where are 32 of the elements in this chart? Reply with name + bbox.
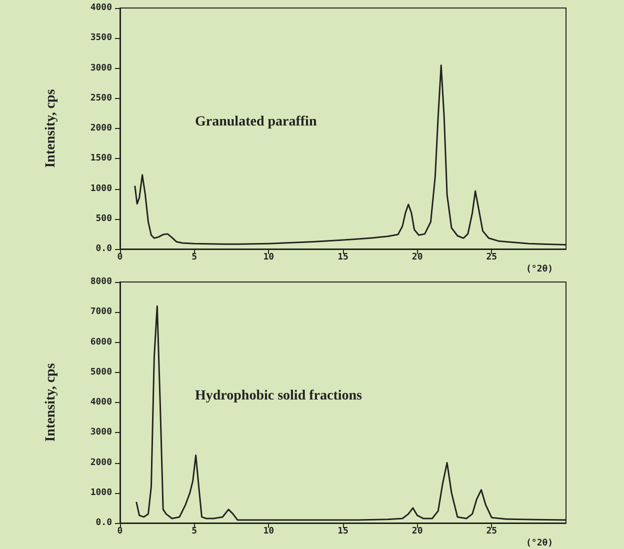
x-tick-label: 25 bbox=[486, 526, 498, 536]
y-tick-label: 0.0 bbox=[96, 244, 112, 254]
y-axis-title: Intensity, cps bbox=[44, 362, 58, 442]
y-tick-label: 1000 bbox=[90, 488, 112, 498]
x-tick-label: 15 bbox=[338, 252, 348, 262]
x-tick-label: 15 bbox=[338, 526, 348, 536]
x-tick-label: 10 bbox=[263, 526, 274, 536]
y-tick-label: 500 bbox=[96, 214, 112, 224]
y-tick-label: 6000 bbox=[90, 337, 112, 348]
y-tick-label: 4000 bbox=[90, 398, 112, 408]
y-tick-label: 8000 bbox=[90, 277, 112, 287]
x-tick-label: 20 bbox=[412, 252, 423, 262]
x-tick-label: 25 bbox=[486, 252, 498, 262]
y-tick-label: 3000 bbox=[90, 428, 112, 438]
y-tick-label: 2500 bbox=[90, 93, 112, 104]
y-tick-label: 1500 bbox=[90, 154, 112, 164]
y-tick-label: 2000 bbox=[90, 124, 112, 134]
y-tick-label: 5000 bbox=[90, 367, 112, 378]
y-tick-label: 3500 bbox=[90, 33, 112, 44]
annotation: Granulated paraffin bbox=[195, 114, 317, 130]
y-tick-label: 1000 bbox=[90, 184, 112, 194]
x-tick-label: 10 bbox=[263, 252, 274, 262]
x-axis-title: (°2θ) bbox=[526, 538, 554, 548]
y-tick-label: 0.0 bbox=[96, 518, 112, 528]
y-tick-label: 4000 bbox=[90, 3, 112, 13]
y-tick-label: 7000 bbox=[90, 307, 112, 318]
y-tick-label: 2000 bbox=[90, 458, 112, 468]
y-axis-title: Intensity, cps bbox=[44, 88, 58, 168]
x-tick-label: 20 bbox=[412, 526, 423, 536]
x-axis-title: (°2θ) bbox=[526, 264, 554, 274]
y-tick-label: 3000 bbox=[90, 63, 112, 74]
annotation: Hydrophobic solid fractions bbox=[195, 388, 363, 404]
